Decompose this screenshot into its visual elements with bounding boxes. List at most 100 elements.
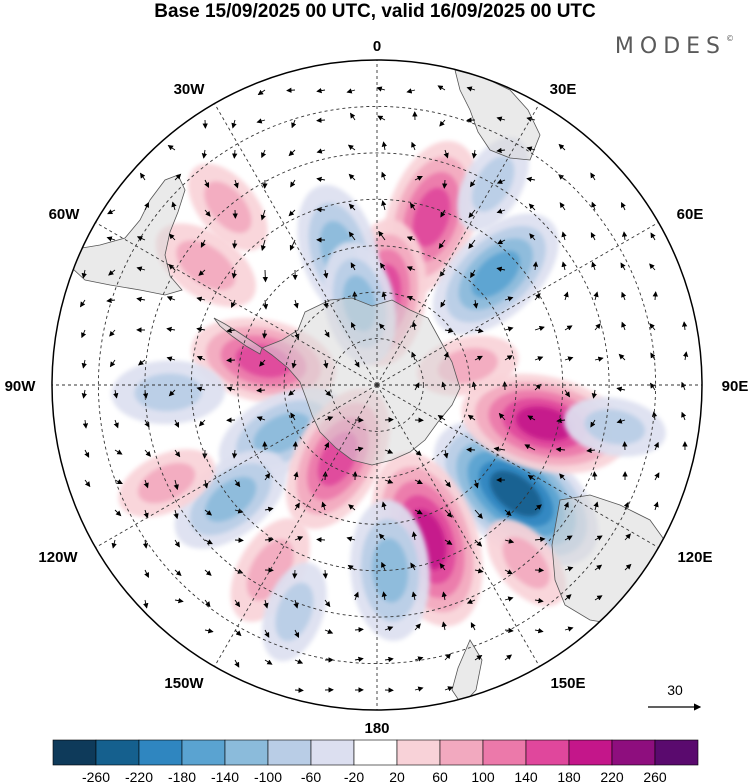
anomaly-contour [176,240,236,290]
wind-vector [439,119,446,127]
anomaly-center [563,397,666,457]
colorbar-tick-label: 20 [389,769,405,783]
wind-vector [168,233,176,241]
antarctica [261,297,461,466]
wind-vector [474,539,483,547]
reference-vector-value: 30 [667,682,683,698]
wind-vector [468,209,476,218]
anomaly-contour [205,476,257,522]
wind-vector [381,200,387,211]
africa [454,69,541,161]
colorbar-tick-label: 60 [432,769,448,783]
wind-vector [256,118,266,124]
wind-vector [82,419,89,429]
wind-vector [526,176,536,182]
wind-vector [594,535,603,541]
wind-vector [470,622,476,631]
wind-vector [681,321,688,331]
wind-vector [260,209,266,221]
wind-vector [384,478,394,484]
wind-vector [323,269,329,279]
wind-vector [143,479,149,489]
lon-label-30w: 30W [174,81,206,98]
wind-vector [443,449,449,459]
colorbar-swatch [95,739,140,766]
wind-vector [111,539,117,549]
wind-vector [591,201,597,211]
wind-vector [352,291,358,301]
wind-vector [594,595,603,601]
wind-vector [346,536,356,542]
wind-vector [559,473,566,481]
antarctic-peninsula [213,317,263,355]
wind-vector [378,533,386,541]
wind-vector [81,359,87,369]
wind-vector [294,687,304,693]
meridian-line [376,384,659,548]
wind-vector [471,381,477,391]
wind-vector [534,292,541,301]
wind-vector [561,261,567,271]
wind-vector [231,269,237,279]
wind-vector [650,232,656,241]
wind-vector [468,239,476,249]
wind-vector [196,355,206,361]
colorbar-swatch [654,739,699,766]
wind-vector [592,471,598,481]
wind-vector [414,509,423,515]
colorbar-swatch [396,739,441,766]
meridian-line [376,103,540,386]
wind-vector [564,626,574,632]
wind-vector [261,329,268,339]
lon-label-0: 0 [373,38,381,55]
wind-vector [234,659,240,668]
wind-vector [113,419,119,429]
wind-vector [466,598,476,604]
wind-vector [316,537,326,543]
map-border [51,59,703,711]
lon-label-60w: 60W [49,206,81,223]
wind-vector [444,539,453,545]
wind-vector [144,449,151,457]
wind-vector [496,208,506,214]
wind-vector [564,594,572,601]
latitude-circle [190,198,564,572]
wind-vector [201,149,208,159]
wind-vector [226,357,236,363]
anomaly-center [432,213,559,335]
wind-vector [204,539,213,545]
wind-vector [109,329,116,337]
wind-vector [624,533,632,541]
wind-vector [534,504,542,511]
wind-vector [534,356,544,362]
colorbar-swatch [525,739,570,766]
wind-vector [377,115,386,121]
wind-vector [469,179,476,188]
wind-vector [527,474,536,481]
wind-vector [79,299,86,308]
graticule [52,60,702,710]
wind-vector [226,327,236,334]
wind-vector [653,441,659,451]
wind-vector [414,175,423,181]
meridian-line [95,222,378,386]
logo-mark: © [726,34,734,43]
wind-vector [174,173,182,181]
wind-vector [437,85,446,91]
map-title: Base 15/09/2025 00 UTC, valid 16/09/2025… [154,1,596,22]
wind-vector [198,269,206,276]
reference-vector: 30 [648,682,702,711]
wind-vector [504,569,513,575]
wind-vector [348,504,356,511]
wind-vector [167,144,176,151]
wind-vector [288,389,296,396]
anomaly-center [111,360,226,425]
wind-vector [653,501,659,511]
wind-vector [593,291,599,301]
wind-vector [682,351,689,361]
wind-vector [263,599,269,609]
wind-vector [289,239,296,251]
wind-vector [264,629,270,638]
anomaly-center [262,562,327,662]
wind-vector [441,621,447,631]
